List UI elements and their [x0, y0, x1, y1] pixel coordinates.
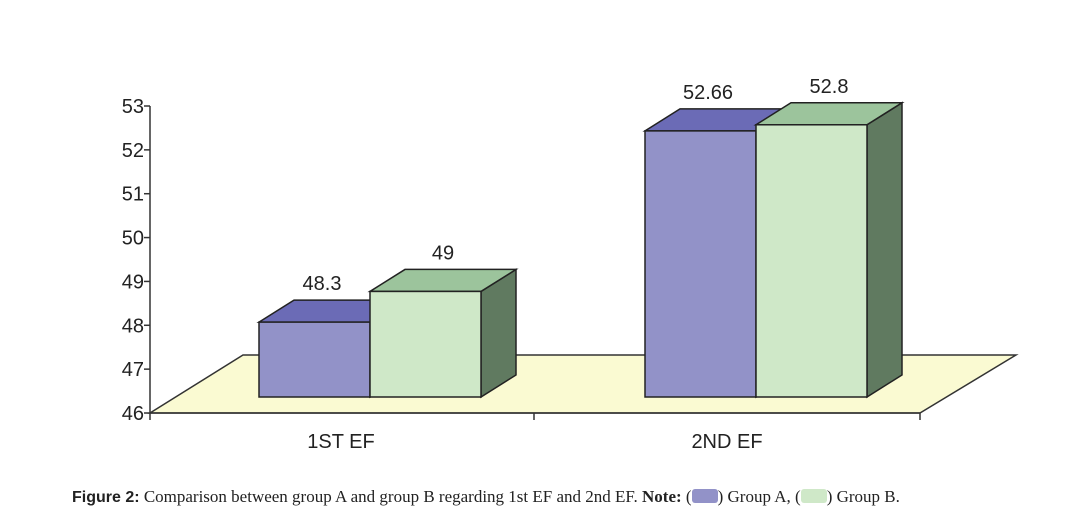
bar-chart: 46 47 48 49 50 51 52 53 48.3 49 52.66 52.8 1ST EF 2…	[122, 76, 1019, 453]
data-label: 49	[432, 242, 454, 264]
y-tick-label: 46	[122, 403, 144, 425]
bar-group-b-1st-ef: 49	[367, 242, 519, 399]
y-tick-label: 48	[122, 315, 144, 337]
y-tick-label: 49	[122, 271, 144, 293]
y-tick-label: 52	[122, 140, 144, 162]
caption-group-a: ) Group A, (	[717, 487, 801, 506]
caption-group-b: ) Group B.	[826, 487, 900, 506]
data-label: 52.66	[683, 82, 733, 104]
bar-front	[369, 290, 482, 398]
group-b-swatch	[800, 489, 827, 503]
figure-caption: Figure 2: Comparison between group A and…	[72, 487, 1072, 507]
y-tick-label: 51	[122, 184, 144, 206]
y-tick-label: 47	[122, 359, 144, 381]
caption-text: Comparison between group A and group B r…	[139, 487, 643, 506]
category-labels: 1ST EF 2ND EF	[307, 431, 762, 453]
caption-open-a: (	[681, 487, 692, 506]
y-tick-label: 50	[122, 228, 144, 250]
y-axis: 46 47 48 49 50 51 52 53	[122, 96, 151, 425]
data-label: 52.8	[810, 76, 849, 98]
bar-front	[755, 124, 868, 398]
bar-side	[866, 101, 903, 399]
figure-label: Figure 2:	[72, 489, 140, 506]
note-label: Note:	[642, 487, 682, 506]
data-label: 48.3	[303, 273, 342, 295]
category-label: 1ST EF	[307, 431, 374, 453]
bar-front	[258, 321, 371, 398]
group-a-swatch	[691, 489, 718, 503]
category-label: 2ND EF	[691, 431, 762, 453]
y-tick-label: 53	[122, 96, 144, 118]
bars: 48.3 49 52.66 52.8	[256, 76, 905, 399]
bar-group-b-2nd-ef: 52.8	[753, 76, 905, 399]
bar-front	[644, 130, 757, 398]
